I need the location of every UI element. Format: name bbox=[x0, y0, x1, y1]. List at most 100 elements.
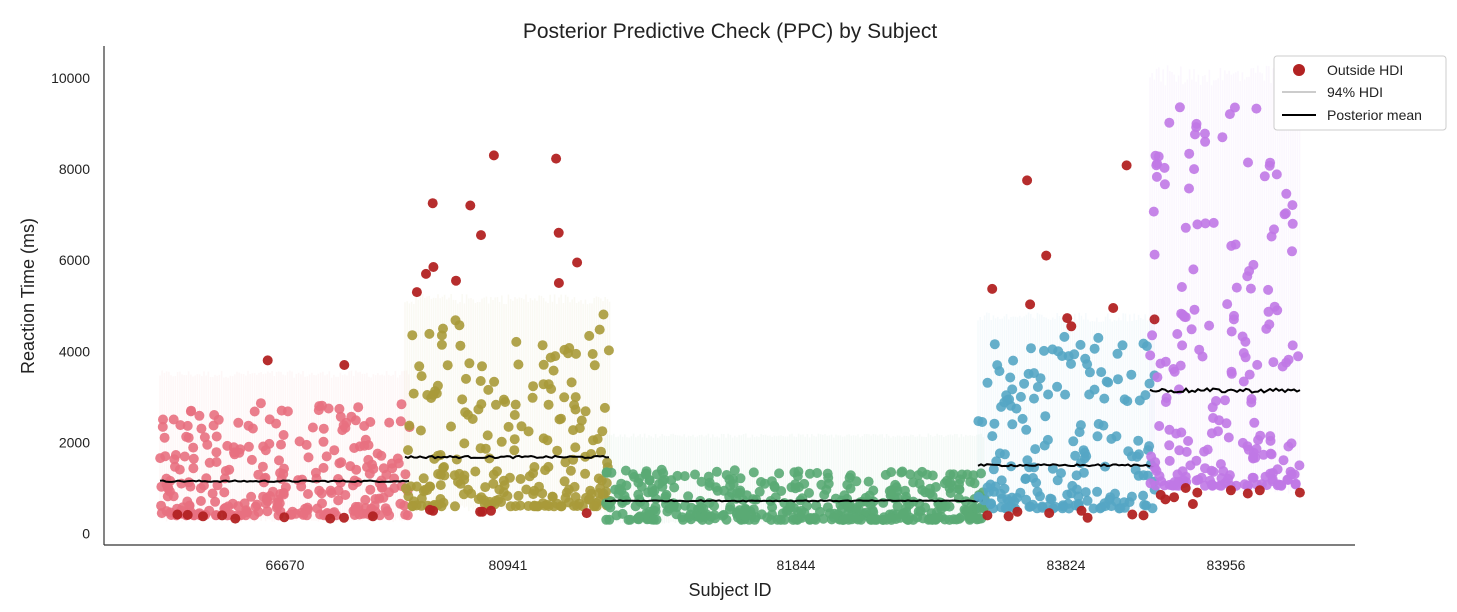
subject-group-81844 bbox=[601, 433, 990, 525]
observed-point bbox=[905, 469, 916, 480]
observed-point bbox=[377, 482, 388, 493]
observed-point bbox=[1011, 403, 1022, 414]
observed-point bbox=[1155, 358, 1166, 369]
outside-hdi-point bbox=[1022, 175, 1033, 186]
observed-point bbox=[1149, 249, 1160, 260]
observed-point bbox=[1080, 487, 1091, 498]
observed-point bbox=[1226, 240, 1237, 251]
outside-hdi-point bbox=[325, 513, 336, 524]
outside-hdi-point bbox=[476, 230, 486, 241]
observed-point bbox=[559, 476, 570, 487]
observed-point bbox=[1168, 364, 1179, 374]
observed-point bbox=[999, 483, 1010, 494]
observed-point bbox=[505, 501, 516, 512]
observed-point bbox=[223, 501, 234, 512]
observed-point bbox=[1184, 183, 1194, 194]
observed-point bbox=[498, 475, 509, 486]
observed-point bbox=[211, 457, 222, 467]
observed-point bbox=[1268, 357, 1279, 368]
observed-point bbox=[1207, 480, 1218, 491]
observed-point bbox=[804, 468, 815, 479]
observed-point bbox=[1008, 355, 1019, 366]
observed-point bbox=[480, 482, 491, 493]
observed-point bbox=[588, 435, 599, 446]
observed-point bbox=[294, 436, 305, 447]
observed-point bbox=[719, 485, 730, 496]
observed-point bbox=[822, 502, 833, 513]
observed-point bbox=[1207, 402, 1218, 413]
observed-point bbox=[333, 485, 344, 496]
observed-point bbox=[1164, 440, 1175, 451]
observed-point bbox=[679, 471, 690, 482]
observed-point bbox=[1092, 486, 1103, 497]
observed-point bbox=[477, 361, 487, 372]
observed-point bbox=[188, 442, 199, 453]
observed-point bbox=[1103, 377, 1114, 388]
observed-point bbox=[538, 359, 549, 370]
observed-point bbox=[475, 376, 486, 386]
observed-point bbox=[867, 505, 878, 516]
observed-point bbox=[450, 315, 461, 326]
outside-hdi-point bbox=[421, 268, 431, 279]
observed-point bbox=[298, 509, 309, 520]
observed-point bbox=[1006, 461, 1017, 472]
observed-point bbox=[580, 468, 591, 479]
observed-point bbox=[1281, 188, 1292, 199]
outside-hdi-point bbox=[1025, 299, 1036, 310]
observed-point bbox=[418, 473, 429, 484]
observed-point bbox=[496, 436, 507, 447]
observed-point bbox=[1251, 103, 1262, 114]
observed-point bbox=[470, 466, 481, 477]
observed-point bbox=[424, 328, 435, 339]
observed-point bbox=[746, 510, 757, 521]
observed-point bbox=[333, 495, 344, 506]
observed-point bbox=[529, 500, 540, 511]
observed-point bbox=[772, 514, 783, 525]
observed-point bbox=[996, 401, 1007, 412]
observed-point bbox=[991, 456, 1002, 467]
observed-point bbox=[1031, 477, 1042, 488]
observed-point bbox=[258, 441, 269, 452]
observed-point bbox=[376, 450, 387, 461]
observed-point bbox=[563, 348, 573, 359]
observed-point bbox=[1009, 496, 1020, 507]
observed-point bbox=[1021, 424, 1032, 435]
observed-point bbox=[597, 426, 608, 437]
observed-point bbox=[1082, 359, 1093, 370]
observed-point bbox=[1053, 346, 1064, 357]
observed-point bbox=[345, 461, 356, 472]
observed-point bbox=[957, 469, 967, 480]
observed-point bbox=[1282, 475, 1293, 485]
observed-point bbox=[1063, 351, 1074, 362]
observed-point bbox=[1040, 411, 1051, 422]
observed-point bbox=[260, 498, 271, 509]
observed-point bbox=[987, 431, 998, 442]
observed-point bbox=[569, 400, 580, 410]
observed-point bbox=[384, 417, 395, 428]
observed-point bbox=[1082, 495, 1093, 506]
observed-point bbox=[589, 360, 600, 371]
observed-point bbox=[818, 513, 829, 524]
observed-point bbox=[184, 500, 195, 511]
observed-point bbox=[400, 483, 411, 494]
observed-point bbox=[811, 500, 822, 511]
observed-point bbox=[482, 430, 493, 441]
observed-point bbox=[318, 423, 329, 434]
observed-point bbox=[329, 445, 340, 456]
observed-point bbox=[337, 425, 348, 436]
observed-point bbox=[438, 323, 448, 334]
observed-point bbox=[1223, 432, 1234, 443]
observed-point bbox=[1184, 148, 1195, 159]
observed-point bbox=[416, 371, 427, 382]
observed-point bbox=[400, 509, 411, 520]
observed-point bbox=[1252, 359, 1263, 370]
observed-point bbox=[515, 474, 526, 484]
observed-point bbox=[318, 436, 329, 447]
observed-point bbox=[527, 392, 538, 403]
observed-point bbox=[199, 432, 210, 443]
observed-point bbox=[1253, 435, 1264, 445]
observed-point bbox=[314, 401, 325, 412]
observed-point bbox=[625, 514, 636, 525]
observed-point bbox=[1093, 332, 1104, 343]
observed-point bbox=[303, 489, 313, 499]
